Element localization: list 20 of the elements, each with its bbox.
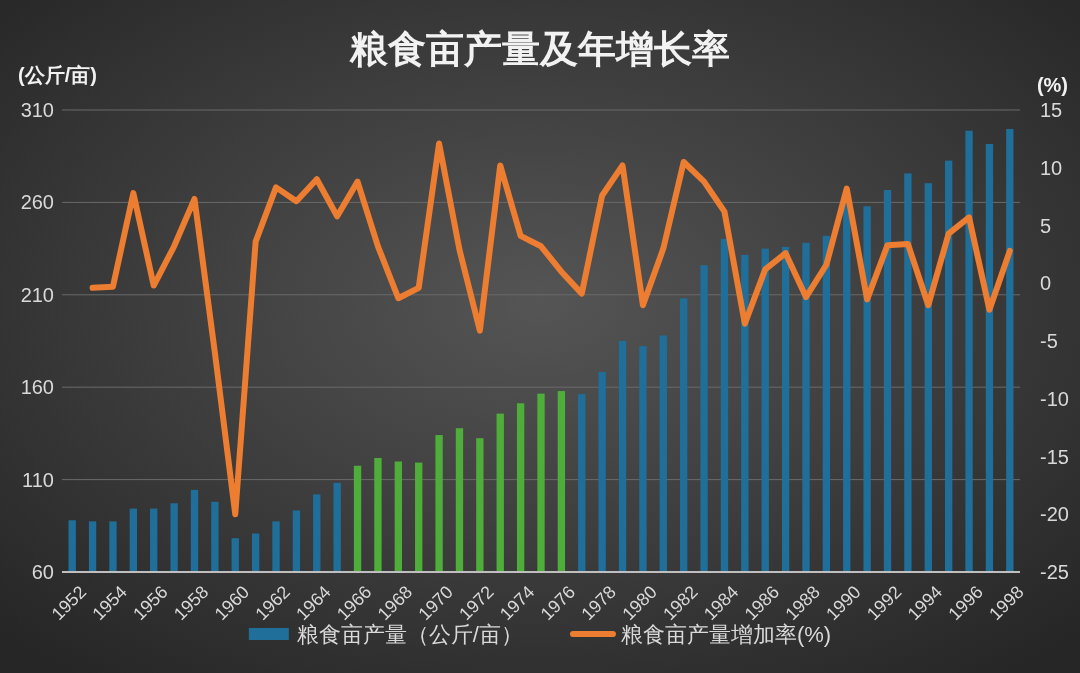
y-tick-label: 60 <box>31 561 54 583</box>
y-tick-label: 310 <box>20 99 54 121</box>
y-tick-label: 160 <box>20 376 54 399</box>
legend-label: 粮食亩产量增加率(%) <box>620 622 832 647</box>
y2-tick-label: 15 <box>1040 99 1063 121</box>
y2-tick-label: 0 <box>1040 272 1052 295</box>
y2-axis-title: (%) <box>1036 74 1068 96</box>
y2-tick-label: -20 <box>1040 503 1069 526</box>
y-tick-label: 210 <box>20 283 54 306</box>
y-tick-label: 260 <box>20 191 54 214</box>
chart-title: 粮食亩产量及年增长率 <box>349 28 730 70</box>
y2-tick-label: 5 <box>1040 214 1052 237</box>
y2-tick-label: -5 <box>1040 330 1058 352</box>
y2-tick-label: -25 <box>1040 561 1069 583</box>
y2-tick-label: -10 <box>1040 387 1069 410</box>
y2-tick-label: -15 <box>1040 445 1069 468</box>
y2-tick-label: 10 <box>1040 156 1063 179</box>
y-tick-label: 110 <box>22 468 54 491</box>
y-axis-title: (公斤/亩) <box>18 64 97 86</box>
legend-label: 粮食亩产量（公斤/亩） <box>296 622 523 647</box>
